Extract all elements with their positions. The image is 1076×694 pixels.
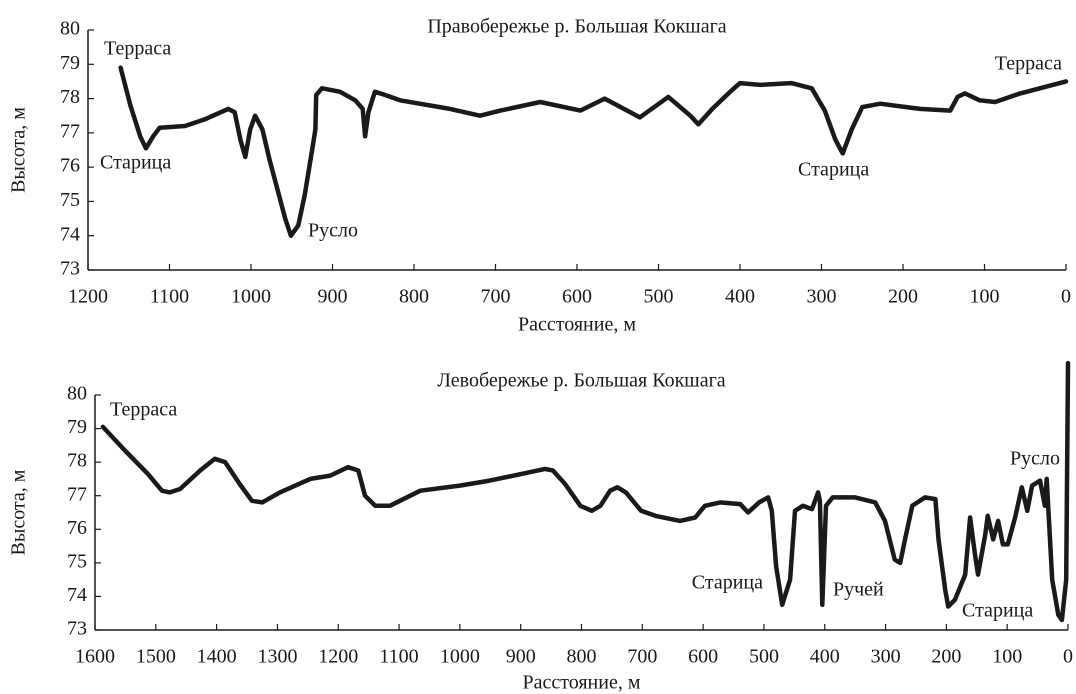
profile-line — [100, 360, 1071, 623]
x-tick-label: 200 — [888, 286, 918, 308]
annotation: Старица — [798, 159, 869, 181]
y-tick-label: 78 — [67, 450, 87, 472]
x-tick-label: 300 — [871, 646, 901, 668]
y-tick-label: 79 — [67, 416, 87, 438]
annotation: Терраса — [110, 399, 177, 421]
x-tick-label: 1300 — [257, 646, 297, 668]
x-tick-label: 1200 — [68, 286, 108, 308]
annotation: Терраса — [104, 38, 171, 60]
x-tick-label: 1000 — [440, 646, 480, 668]
x-tick-label: 700 — [481, 286, 511, 308]
annotation: Русло — [1010, 448, 1060, 470]
y-tick-label: 75 — [60, 189, 80, 211]
x-tick-label: 1500 — [136, 646, 176, 668]
x-tick-label: 600 — [688, 646, 718, 668]
y-axis-label: Высота, м — [8, 469, 30, 555]
x-tick-label: 900 — [506, 646, 536, 668]
y-tick-label: 77 — [60, 120, 80, 142]
x-tick-label: 0 — [1063, 646, 1073, 668]
x-tick-label: 200 — [931, 646, 961, 668]
profile-line — [118, 65, 1069, 238]
x-axis-label: Расстояние, м — [523, 672, 641, 694]
x-tick-label: 600 — [562, 286, 592, 308]
y-tick-label: 79 — [60, 52, 80, 74]
x-tick-label: 500 — [749, 646, 779, 668]
x-tick-label: 500 — [644, 286, 674, 308]
annotation: Терраса — [995, 53, 1062, 75]
x-tick-label: 400 — [725, 286, 755, 308]
y-tick-label: 76 — [67, 517, 87, 539]
y-tick-label: 75 — [67, 550, 87, 572]
y-tick-label: 80 — [60, 18, 80, 40]
x-tick-label: 1100 — [379, 646, 418, 668]
x-tick-label: 100 — [992, 646, 1022, 668]
chart-title: Правобережье р. Большая Кокшага — [427, 16, 726, 38]
x-tick-label: 1100 — [150, 286, 189, 308]
x-axis-label: Расстояние, м — [518, 314, 636, 336]
x-tick-label: 700 — [627, 646, 657, 668]
x-tick-label: 1200 — [318, 646, 358, 668]
y-tick-label: 80 — [67, 383, 87, 405]
x-tick-label: 800 — [399, 286, 429, 308]
y-tick-label: 73 — [67, 618, 87, 640]
y-axis-label: Высота, м — [8, 107, 30, 193]
annotation: Старица — [962, 600, 1033, 622]
annotation: Ручей — [833, 579, 884, 601]
x-tick-label: 1000 — [231, 286, 271, 308]
x-tick-label: 1600 — [75, 646, 115, 668]
x-tick-label: 1400 — [197, 646, 237, 668]
y-tick-label: 73 — [60, 258, 80, 280]
y-tick-label: 74 — [67, 584, 87, 606]
annotation: Старица — [100, 152, 171, 174]
x-tick-label: 0 — [1061, 286, 1071, 308]
x-tick-label: 100 — [970, 286, 1000, 308]
x-tick-label: 400 — [810, 646, 840, 668]
x-tick-label: 300 — [807, 286, 837, 308]
annotation: Старица — [692, 572, 763, 594]
y-tick-label: 74 — [60, 223, 80, 245]
x-tick-label: 900 — [318, 286, 348, 308]
chart-title: Левобережье р. Большая Кокшага — [437, 370, 725, 392]
y-tick-label: 76 — [60, 155, 80, 177]
y-tick-label: 78 — [60, 86, 80, 108]
annotation: Русло — [308, 220, 358, 242]
y-tick-label: 77 — [67, 483, 87, 505]
x-tick-label: 800 — [567, 646, 597, 668]
